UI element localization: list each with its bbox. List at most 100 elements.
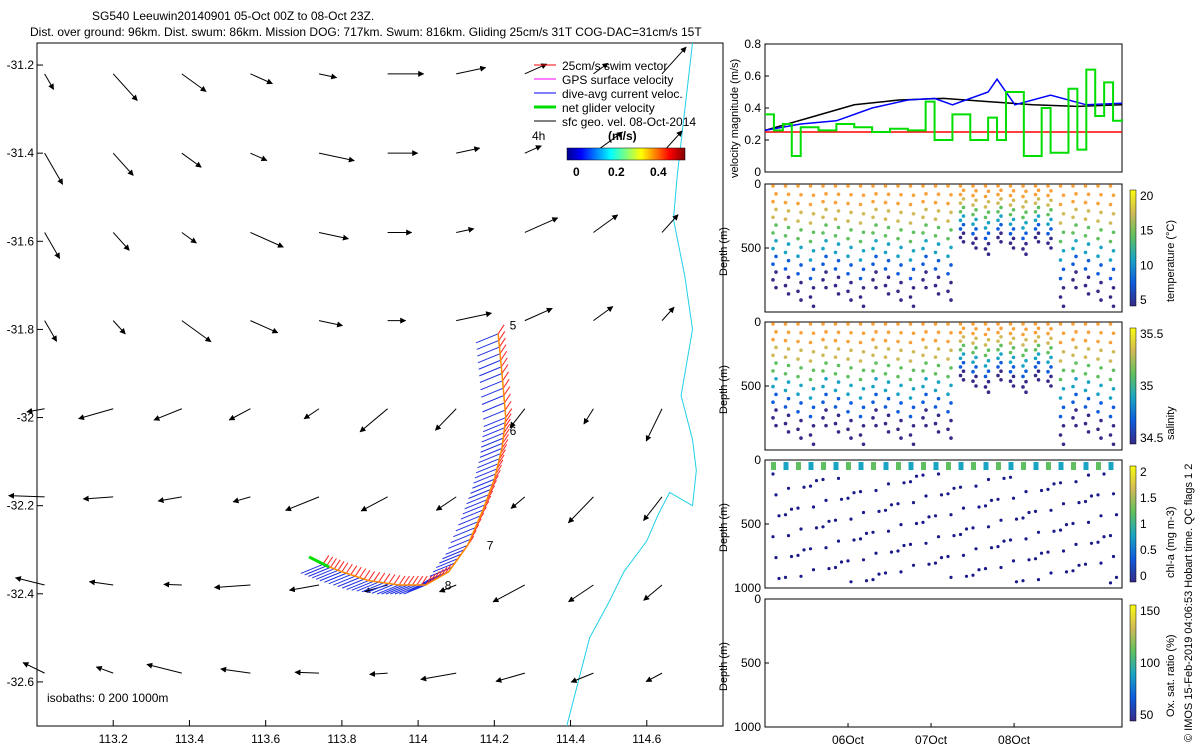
- section-point: [861, 423, 866, 428]
- section-point: [886, 330, 891, 335]
- section-point: [1049, 336, 1053, 341]
- geo-vector: [661, 306, 675, 321]
- swim-vector: [341, 562, 349, 573]
- section-point: [921, 353, 925, 358]
- section-point: [827, 519, 831, 523]
- section-point: [774, 493, 778, 497]
- section-point: [1021, 215, 1025, 220]
- section-point: [874, 345, 878, 350]
- glider-track: 5 6 7 8: [300, 318, 517, 595]
- section-point: [811, 267, 816, 272]
- section-point: [1033, 365, 1038, 369]
- dac-vector: [462, 504, 485, 515]
- section-point: [999, 343, 1003, 348]
- swim-vector: [500, 357, 508, 368]
- section-point: [1046, 350, 1050, 355]
- map-ytick-label: -32.2: [7, 499, 35, 513]
- section-point: [836, 396, 841, 401]
- dac-vector: [308, 566, 331, 577]
- section-point: [786, 330, 791, 335]
- section-colorbar: [1129, 327, 1137, 445]
- section-point: [871, 400, 875, 405]
- section-point: [1086, 258, 1091, 263]
- section-point: [911, 248, 916, 253]
- section-point: [986, 348, 991, 353]
- section-point: [1021, 236, 1025, 241]
- section-point: [1046, 341, 1050, 345]
- section-point: [1102, 535, 1106, 539]
- section-point: [883, 355, 888, 359]
- section-point: [971, 241, 975, 246]
- section-point: [1074, 207, 1078, 212]
- section-point: [821, 353, 825, 358]
- section-point: [886, 482, 891, 486]
- section-point: [783, 267, 788, 271]
- section-point: [1111, 405, 1116, 410]
- section-point: [1086, 363, 1091, 368]
- section-point: [1058, 221, 1063, 225]
- dac-vector: [476, 339, 499, 350]
- section-point: [1086, 209, 1091, 213]
- section-point: [896, 236, 900, 241]
- section-point: [1114, 513, 1119, 517]
- dac-vector: [312, 568, 335, 579]
- section-point: [783, 355, 788, 359]
- section-point: [1058, 239, 1063, 244]
- section-point: [1111, 193, 1116, 198]
- section-cbar-tick: 20: [1140, 189, 1154, 203]
- section-point: [771, 337, 775, 342]
- section-point: [1061, 230, 1066, 235]
- section-point: [814, 479, 819, 483]
- section-point: [1108, 359, 1113, 363]
- section-point: [824, 238, 828, 243]
- section-point: [924, 392, 928, 397]
- section-point: [1074, 238, 1078, 243]
- section-point: [1064, 570, 1069, 574]
- section-point: [846, 271, 850, 276]
- swim-vector: [440, 566, 448, 577]
- section-point: [996, 192, 1000, 197]
- section-point: [1021, 194, 1025, 199]
- section-point: [908, 396, 913, 400]
- section-point: [874, 192, 878, 196]
- map-xtick-label: 113.8: [327, 732, 356, 746]
- section-point: [1096, 392, 1100, 397]
- dac-vector: [468, 489, 491, 499]
- section-point: [946, 289, 950, 294]
- section-cbar-tick: 50: [1140, 708, 1154, 722]
- section-point: [836, 225, 841, 230]
- section-point: [936, 413, 941, 418]
- section-point: [1108, 414, 1113, 419]
- section-point: [933, 514, 938, 518]
- section-point: [1036, 335, 1041, 339]
- section-point: [1111, 285, 1116, 290]
- dac-vector: [482, 427, 505, 438]
- map-frame: [36, 42, 724, 727]
- section-point: [999, 378, 1003, 382]
- section-point: [1046, 360, 1050, 364]
- section-point: [933, 462, 939, 470]
- section-point: [771, 199, 775, 204]
- section-point: [783, 250, 788, 255]
- geo-vector: [456, 311, 493, 322]
- section-point: [774, 556, 778, 560]
- section-point: [858, 276, 863, 281]
- section-point: [1071, 569, 1075, 573]
- swim-vector: [398, 575, 406, 586]
- section-ytick-label: 0: [754, 453, 761, 467]
- geo-vector: [643, 584, 663, 601]
- section-point: [946, 492, 950, 496]
- section-point: [849, 228, 853, 232]
- section-point: [1008, 203, 1013, 207]
- geo-vector: [434, 408, 457, 431]
- section-point: [799, 245, 803, 250]
- geo-vector: [593, 214, 619, 233]
- section-point: [1058, 528, 1063, 532]
- section-point: [908, 414, 913, 419]
- section-point: [799, 436, 803, 440]
- section-point: [774, 423, 778, 428]
- section-point: [849, 280, 853, 285]
- dac-vector: [300, 563, 324, 574]
- section-point: [799, 527, 803, 531]
- swim-vector: [354, 566, 362, 577]
